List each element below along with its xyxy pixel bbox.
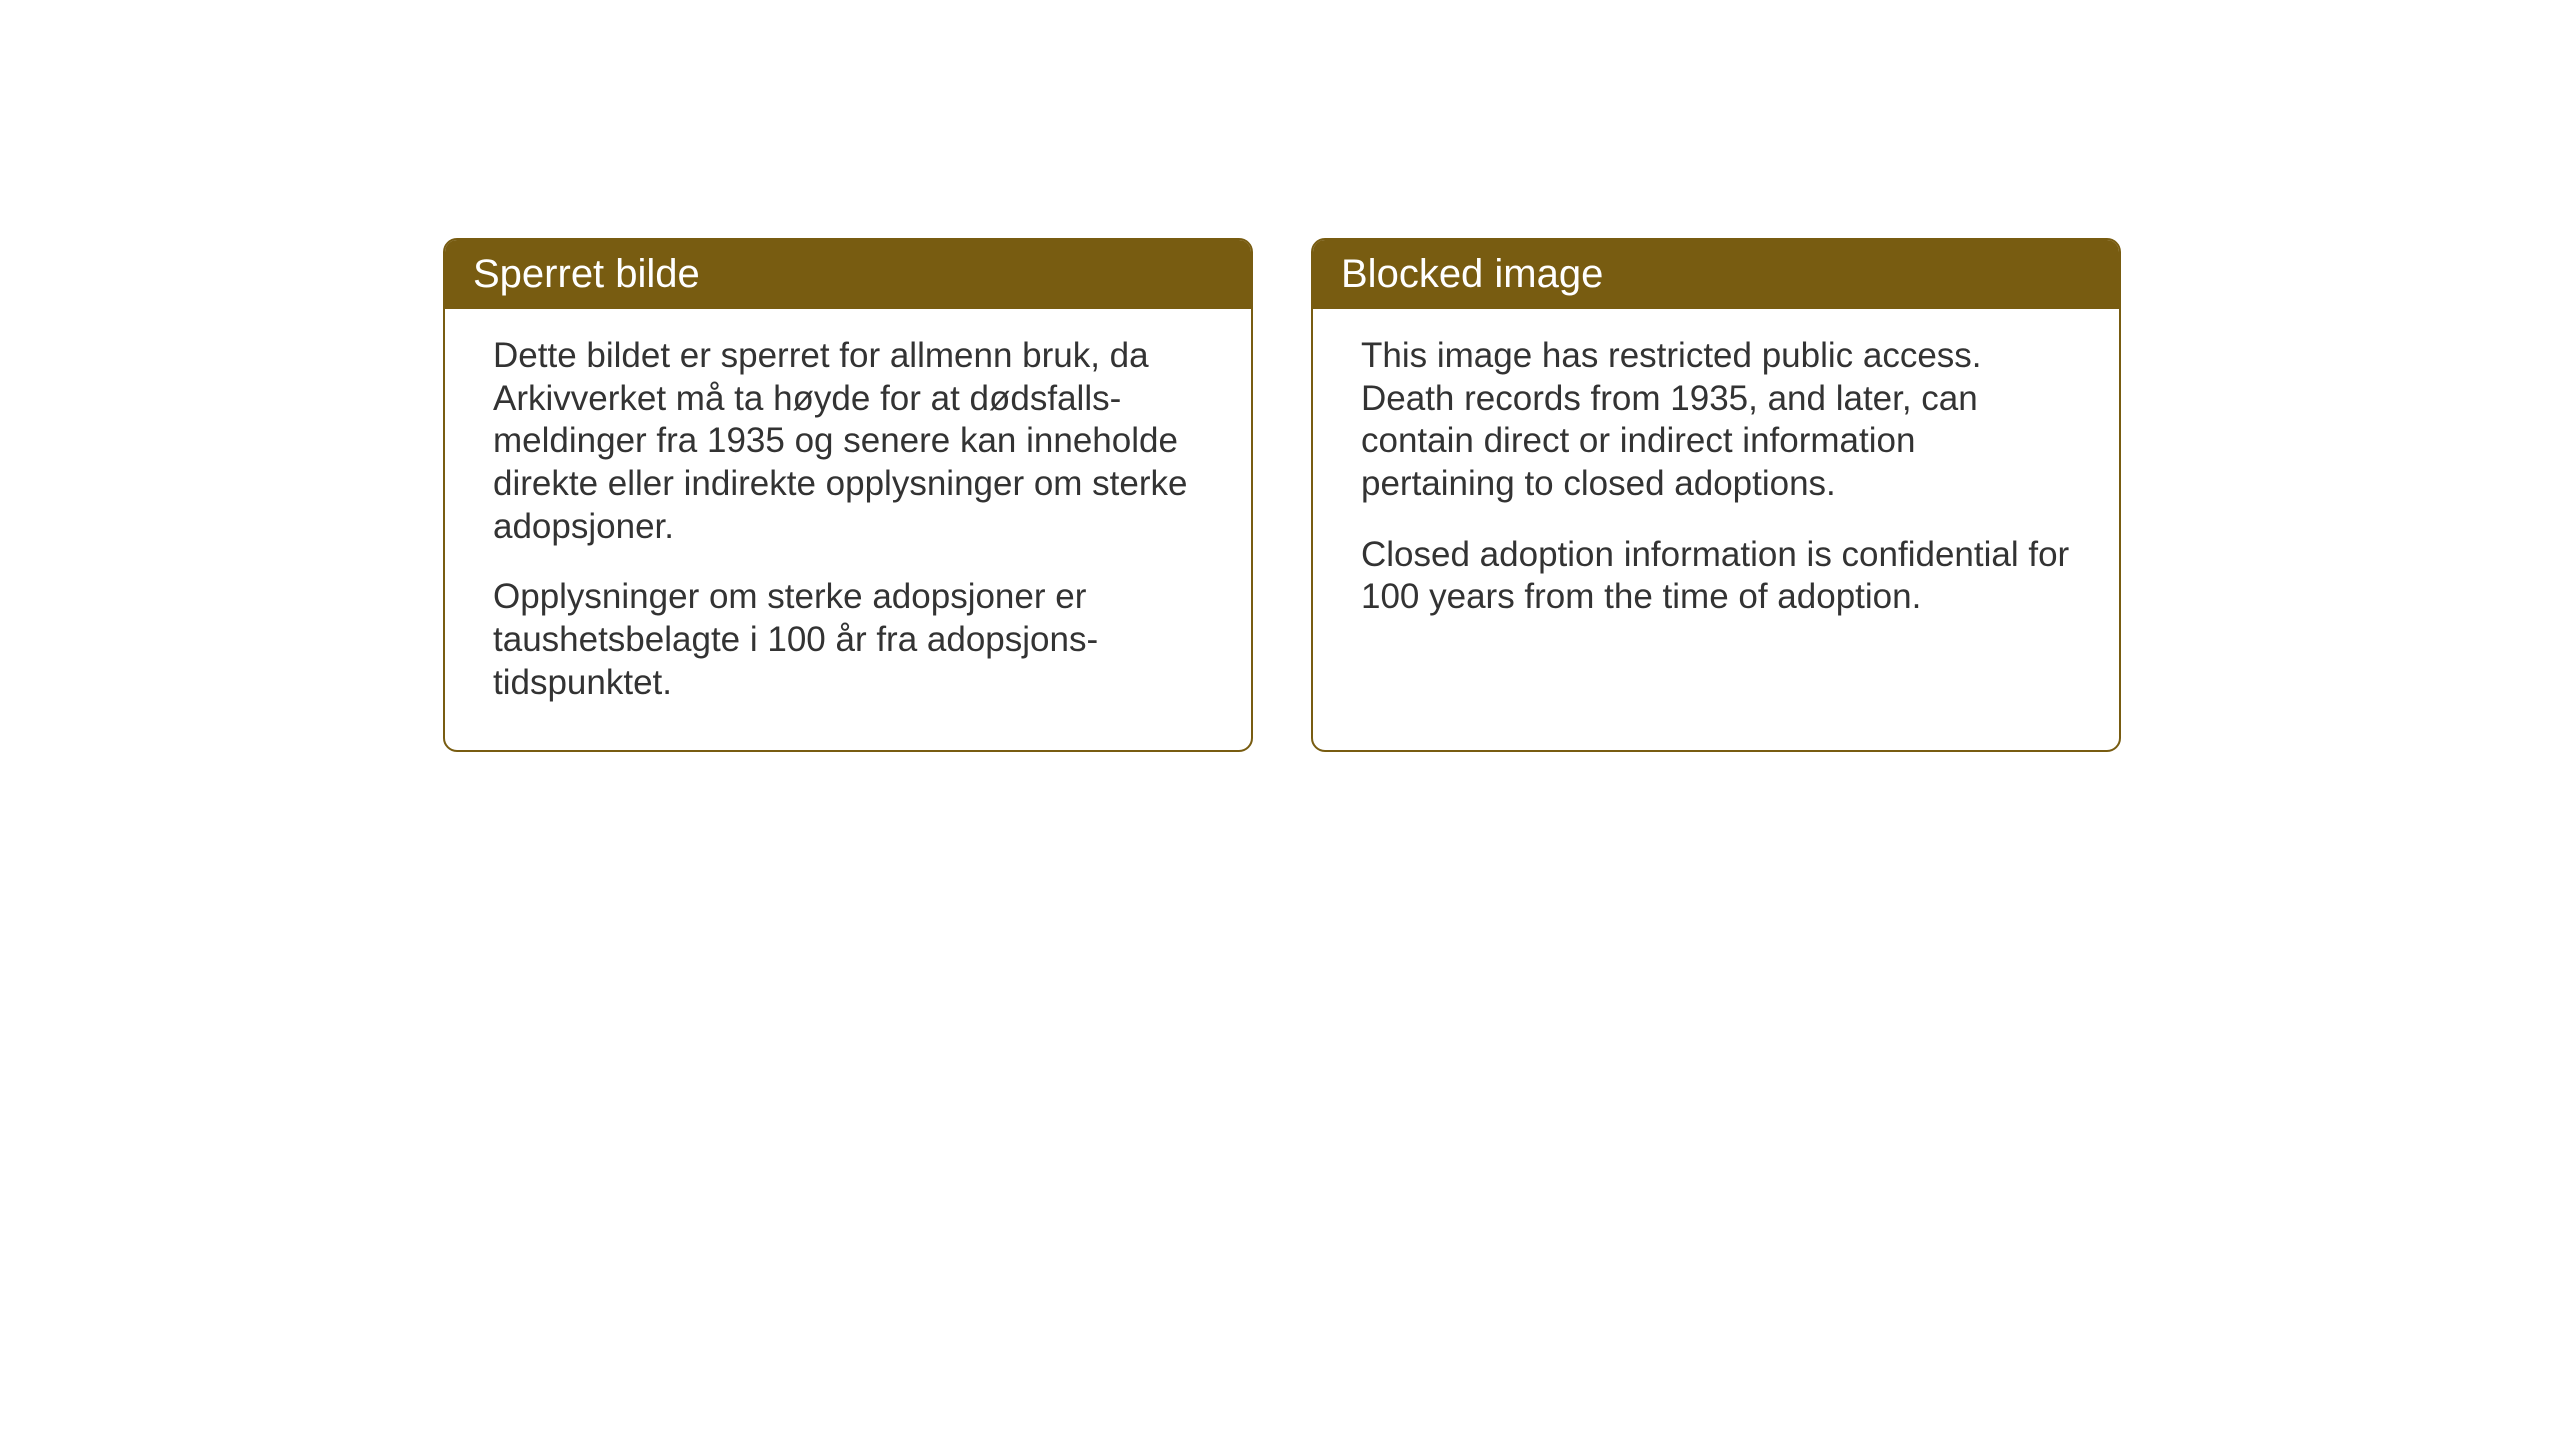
norwegian-paragraph-1: Dette bildet er sperret for allmenn bruk… (493, 335, 1203, 548)
notice-container: Sperret bilde Dette bildet er sperret fo… (443, 238, 2121, 752)
norwegian-card-body: Dette bildet er sperret for allmenn bruk… (445, 309, 1251, 737)
english-card-title: Blocked image (1313, 240, 2119, 309)
english-paragraph-2: Closed adoption information is confident… (1361, 534, 2071, 619)
english-notice-card: Blocked image This image has restricted … (1311, 238, 2121, 752)
norwegian-card-title: Sperret bilde (445, 240, 1251, 309)
norwegian-notice-card: Sperret bilde Dette bildet er sperret fo… (443, 238, 1253, 752)
english-card-body: This image has restricted public access.… (1313, 309, 2119, 651)
norwegian-paragraph-2: Opplysninger om sterke adopsjoner er tau… (493, 576, 1203, 704)
english-paragraph-1: This image has restricted public access.… (1361, 335, 2071, 506)
